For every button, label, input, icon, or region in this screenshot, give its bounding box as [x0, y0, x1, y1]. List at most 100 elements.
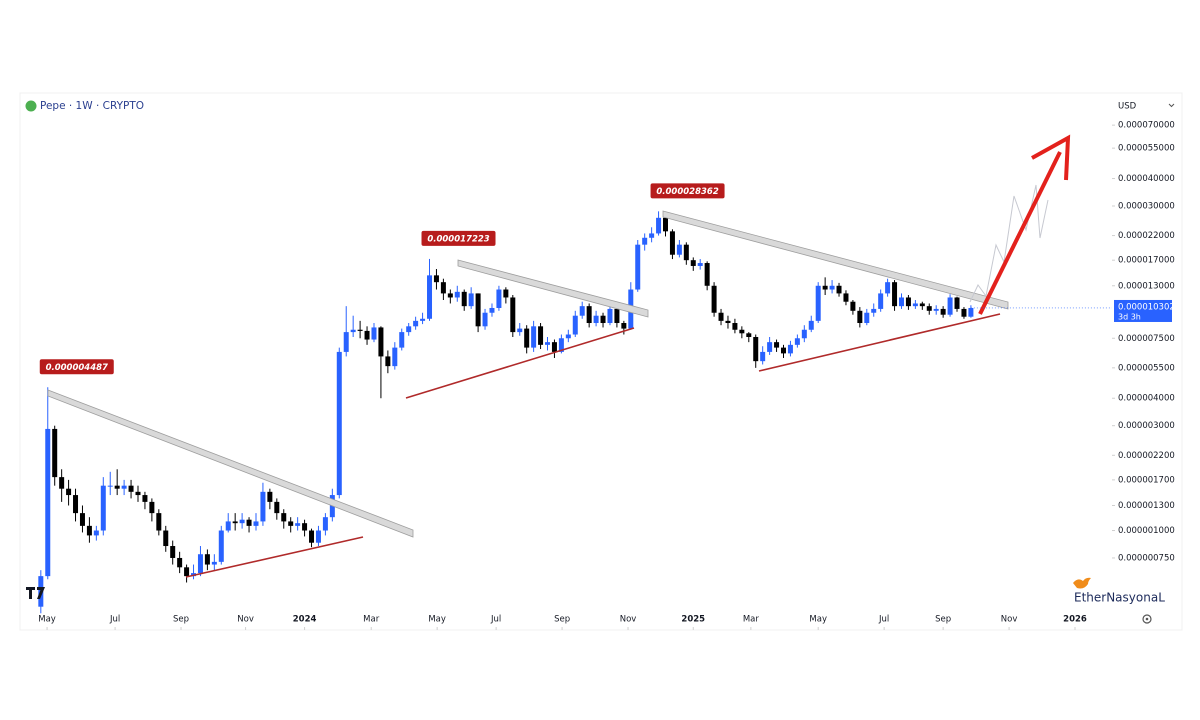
y-tick-label: 0.000022000 [1118, 231, 1175, 241]
candle-body [364, 330, 370, 340]
resistance-band [662, 210, 1009, 310]
candle-body [614, 308, 620, 324]
currency[interactable]: USD [1118, 102, 1137, 112]
price-annotation: 0.000004487 [46, 363, 108, 373]
candle-body [836, 285, 842, 294]
candle-body [142, 495, 148, 502]
candle-body [649, 233, 655, 238]
candle-body [149, 501, 155, 514]
resistance-band [457, 259, 649, 318]
symbol-logo[interactable] [25, 100, 37, 112]
candle-body [343, 332, 349, 352]
candle-body [621, 323, 627, 329]
candle-body [114, 485, 120, 489]
y-tick-label: 0.000017000 [1118, 256, 1175, 266]
candle-body [184, 567, 190, 577]
candle-body [253, 521, 259, 526]
candle-body [225, 521, 231, 531]
candle-body [642, 237, 648, 245]
candle-body [725, 320, 731, 324]
candle-body [59, 477, 65, 489]
candle-body [246, 519, 252, 526]
candle-body [801, 329, 807, 339]
tv-logo[interactable] [26, 587, 45, 599]
x-tick-label: Sep [173, 615, 189, 625]
support-line [185, 536, 364, 578]
candle-body [635, 244, 641, 290]
candle-body [52, 428, 58, 478]
candle-body [871, 308, 877, 313]
candle-body [815, 285, 821, 321]
candle-body [163, 530, 169, 547]
candle-body [433, 275, 439, 283]
candle-body [86, 525, 92, 536]
price-annotation-box [650, 183, 725, 199]
candle-body [309, 530, 315, 543]
candle-body [905, 297, 911, 307]
candle-body [79, 513, 85, 526]
candle-body [663, 217, 669, 232]
candle-body [912, 303, 918, 307]
price-annotation-box [39, 359, 114, 375]
candle-body [780, 347, 786, 354]
candle-body [767, 342, 773, 352]
arrow-shaft [978, 151, 1062, 315]
candle-body [274, 501, 280, 514]
candle-body [496, 289, 502, 308]
candle-body [864, 312, 870, 324]
y-tick-label: 0.000030000 [1118, 201, 1175, 211]
candle-body [718, 312, 724, 321]
candle-body [697, 263, 703, 266]
candle-body [121, 485, 127, 489]
candle-body [461, 291, 467, 307]
candle-body [177, 557, 183, 568]
candle-body [683, 244, 689, 261]
candle-body [885, 282, 891, 294]
candle-body [704, 263, 710, 286]
candle-body [787, 344, 793, 354]
y-tick-label: 0.000055000 [1118, 144, 1175, 154]
x-tick-label: Sep [935, 615, 951, 625]
projection-path [969, 184, 1049, 303]
x-tick-label: May [809, 615, 827, 625]
arrow-head [1031, 134, 1071, 181]
support-line [405, 327, 635, 399]
chart-title[interactable]: Pepe · 1W · CRYPTO [40, 100, 144, 112]
candle-body [93, 530, 99, 536]
candle-body [302, 523, 308, 531]
candle-body [947, 297, 953, 315]
y-tick-label: 0.000040000 [1118, 174, 1175, 184]
candle-body [538, 326, 544, 345]
candle-body [857, 310, 863, 324]
candle-body [204, 554, 210, 565]
candle-body [267, 491, 273, 502]
currency-dropdown[interactable] [1168, 103, 1175, 108]
x-tick-label: 2026 [1063, 615, 1087, 625]
candle-body [940, 308, 946, 315]
candle-body [774, 342, 780, 348]
chart-panel [19, 92, 1183, 631]
candle-body [656, 217, 662, 234]
y-tick-label: 0.000003000 [1118, 421, 1175, 431]
candle-body [531, 326, 537, 348]
price-annotation: 0.000017223 [427, 234, 489, 244]
candle-body [565, 334, 571, 339]
candle-body [197, 554, 203, 574]
candle-body [440, 282, 446, 294]
candle-body [357, 329, 363, 331]
candle-body [399, 332, 405, 348]
candle-body [968, 307, 974, 317]
x-tick-label: May [428, 615, 446, 625]
candle-body [322, 517, 328, 531]
candle-body [558, 338, 564, 352]
candle-body [593, 315, 599, 324]
candle-body [753, 336, 759, 362]
candle-body [128, 485, 134, 492]
candle-body [510, 297, 516, 333]
settings-icon[interactable] [1142, 614, 1152, 624]
candle-body [392, 347, 398, 367]
watermark-bird [1073, 577, 1091, 589]
y-tick-label: 0.000007500 [1118, 334, 1175, 344]
